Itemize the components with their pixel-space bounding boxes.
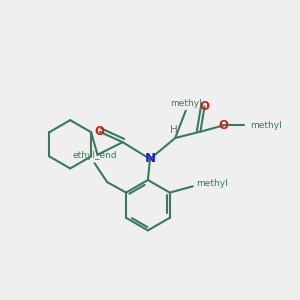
Text: N: N xyxy=(144,152,156,166)
Text: methyl: methyl xyxy=(170,99,202,108)
Text: O: O xyxy=(94,125,105,138)
Text: O: O xyxy=(218,119,229,132)
Text: methyl: methyl xyxy=(196,179,228,188)
Text: methyl: methyl xyxy=(250,121,282,130)
Text: ethyl_end: ethyl_end xyxy=(72,151,117,160)
Text: H: H xyxy=(170,125,178,136)
Text: O: O xyxy=(200,100,210,113)
